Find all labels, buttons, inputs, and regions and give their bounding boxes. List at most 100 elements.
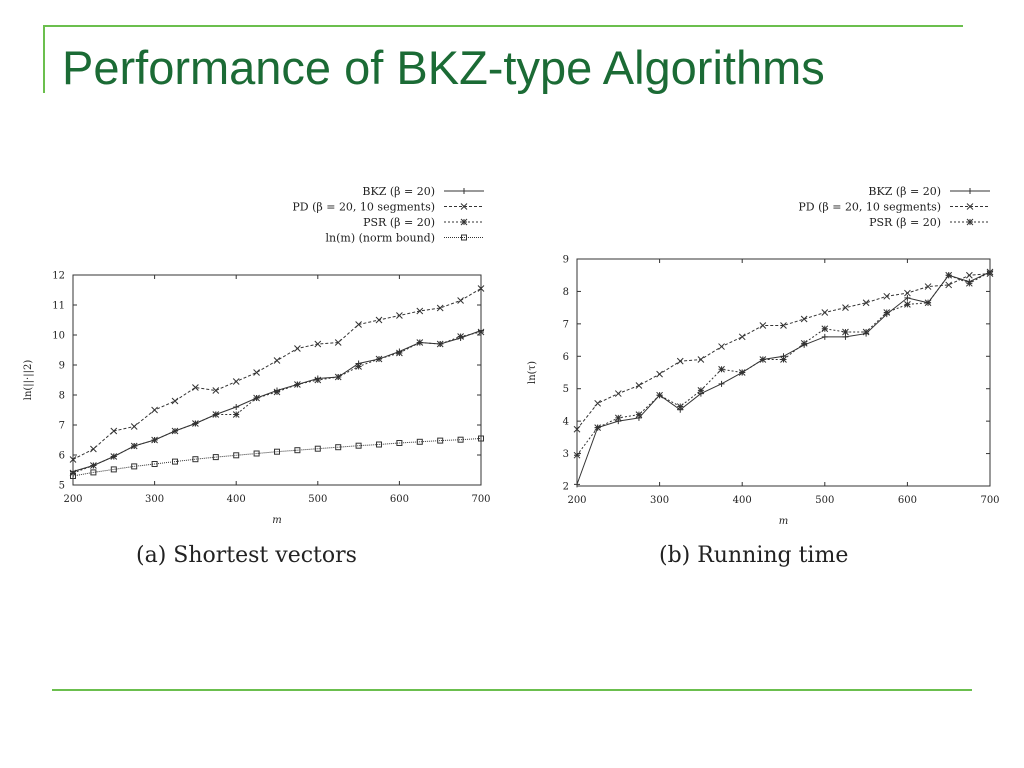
data-point — [253, 450, 260, 457]
data-point — [171, 397, 179, 405]
data-point — [355, 321, 362, 328]
data-point — [70, 473, 76, 479]
data-point — [314, 340, 322, 348]
data-point — [396, 440, 403, 446]
series-line — [576, 271, 991, 456]
data-point — [821, 309, 829, 316]
data-point — [965, 279, 973, 287]
legend-label: PD (β = 20, 10 segments) — [292, 201, 435, 214]
data-point — [192, 384, 199, 391]
data-point — [172, 458, 178, 465]
series-line — [576, 273, 991, 430]
data-point — [314, 445, 321, 452]
slide-title: Performance of BKZ-type Algorithms — [62, 41, 825, 94]
data-point — [232, 378, 240, 385]
x-axis-label: m — [272, 515, 281, 526]
data-point — [416, 307, 424, 315]
x-tick-label: 200 — [567, 495, 586, 506]
y-tick-label: 4 — [563, 417, 569, 428]
data-point — [718, 365, 725, 373]
x-tick-label: 500 — [815, 495, 834, 506]
caption-shortest-vectors: (a) Shortest vectors — [136, 543, 357, 568]
data-point — [130, 442, 138, 450]
y-tick-label: 8 — [59, 391, 65, 402]
data-point — [457, 297, 464, 304]
data-point — [274, 448, 280, 455]
data-point — [130, 423, 138, 430]
legend-label: ln(m) (norm bound) — [326, 232, 435, 245]
data-point — [294, 345, 301, 352]
data-point — [212, 387, 220, 394]
y-tick-label: 9 — [59, 361, 65, 372]
data-point — [904, 294, 911, 301]
data-point — [457, 333, 464, 340]
data-point — [759, 356, 767, 363]
legend-marker — [966, 203, 974, 210]
x-tick-label: 700 — [471, 494, 490, 505]
data-point — [334, 339, 342, 346]
data-point — [594, 399, 602, 407]
data-point — [904, 289, 911, 297]
data-point — [945, 271, 953, 279]
data-point — [697, 356, 705, 363]
legend-marker — [461, 234, 467, 241]
data-point — [253, 394, 260, 402]
y-tick-label: 5 — [59, 481, 65, 492]
data-point — [614, 414, 622, 422]
data-point — [151, 406, 158, 414]
data-point — [842, 328, 849, 336]
y-tick-label: 3 — [563, 449, 569, 460]
data-point — [986, 268, 994, 276]
x-tick-label: 700 — [980, 495, 999, 506]
y-tick-label: 7 — [563, 319, 569, 330]
data-point — [965, 271, 973, 279]
data-point — [676, 403, 684, 410]
data-point — [314, 376, 322, 384]
data-point — [171, 427, 179, 435]
series-line — [72, 438, 482, 477]
y-tick-label: 10 — [52, 331, 65, 342]
x-tick-label: 400 — [227, 494, 246, 505]
data-point — [294, 381, 301, 388]
data-point — [253, 369, 260, 376]
legend-label: PD (β = 20, 10 segments) — [798, 201, 941, 214]
data-point — [436, 340, 444, 348]
legend-marker — [967, 188, 973, 194]
legend-label: PSR (β = 20) — [869, 216, 941, 229]
data-point — [110, 466, 117, 473]
data-point — [780, 322, 787, 329]
y-tick-label: 7 — [59, 421, 65, 432]
x-tick-label: 400 — [733, 495, 752, 506]
left-rule — [43, 25, 45, 93]
data-point — [355, 442, 362, 449]
data-point — [416, 339, 424, 346]
data-point — [697, 386, 705, 394]
y-tick-label: 6 — [59, 451, 65, 462]
series-0 — [574, 268, 993, 488]
data-point — [436, 304, 444, 312]
data-point — [233, 404, 240, 410]
data-point — [355, 363, 362, 370]
data-point — [232, 411, 240, 418]
data-point — [800, 339, 808, 347]
data-point — [862, 328, 870, 336]
data-point — [883, 292, 891, 300]
data-point — [635, 382, 643, 389]
x-tick-label: 200 — [63, 494, 82, 505]
data-point — [656, 370, 663, 378]
series-1 — [69, 285, 485, 463]
data-point — [573, 425, 581, 433]
data-point — [90, 445, 97, 453]
data-point — [457, 436, 464, 443]
legend-label: BKZ (β = 20) — [362, 185, 435, 198]
y-tick-label: 9 — [563, 255, 569, 266]
y-axis-label: ln(||·||2) — [23, 360, 34, 401]
series-2 — [573, 268, 994, 459]
legend-label: PSR (β = 20) — [363, 216, 435, 229]
y-axis-label: ln(τ) — [527, 361, 538, 384]
data-point — [924, 299, 932, 307]
x-tick-label: 600 — [898, 495, 917, 506]
data-point — [192, 456, 199, 463]
data-point — [110, 427, 118, 435]
